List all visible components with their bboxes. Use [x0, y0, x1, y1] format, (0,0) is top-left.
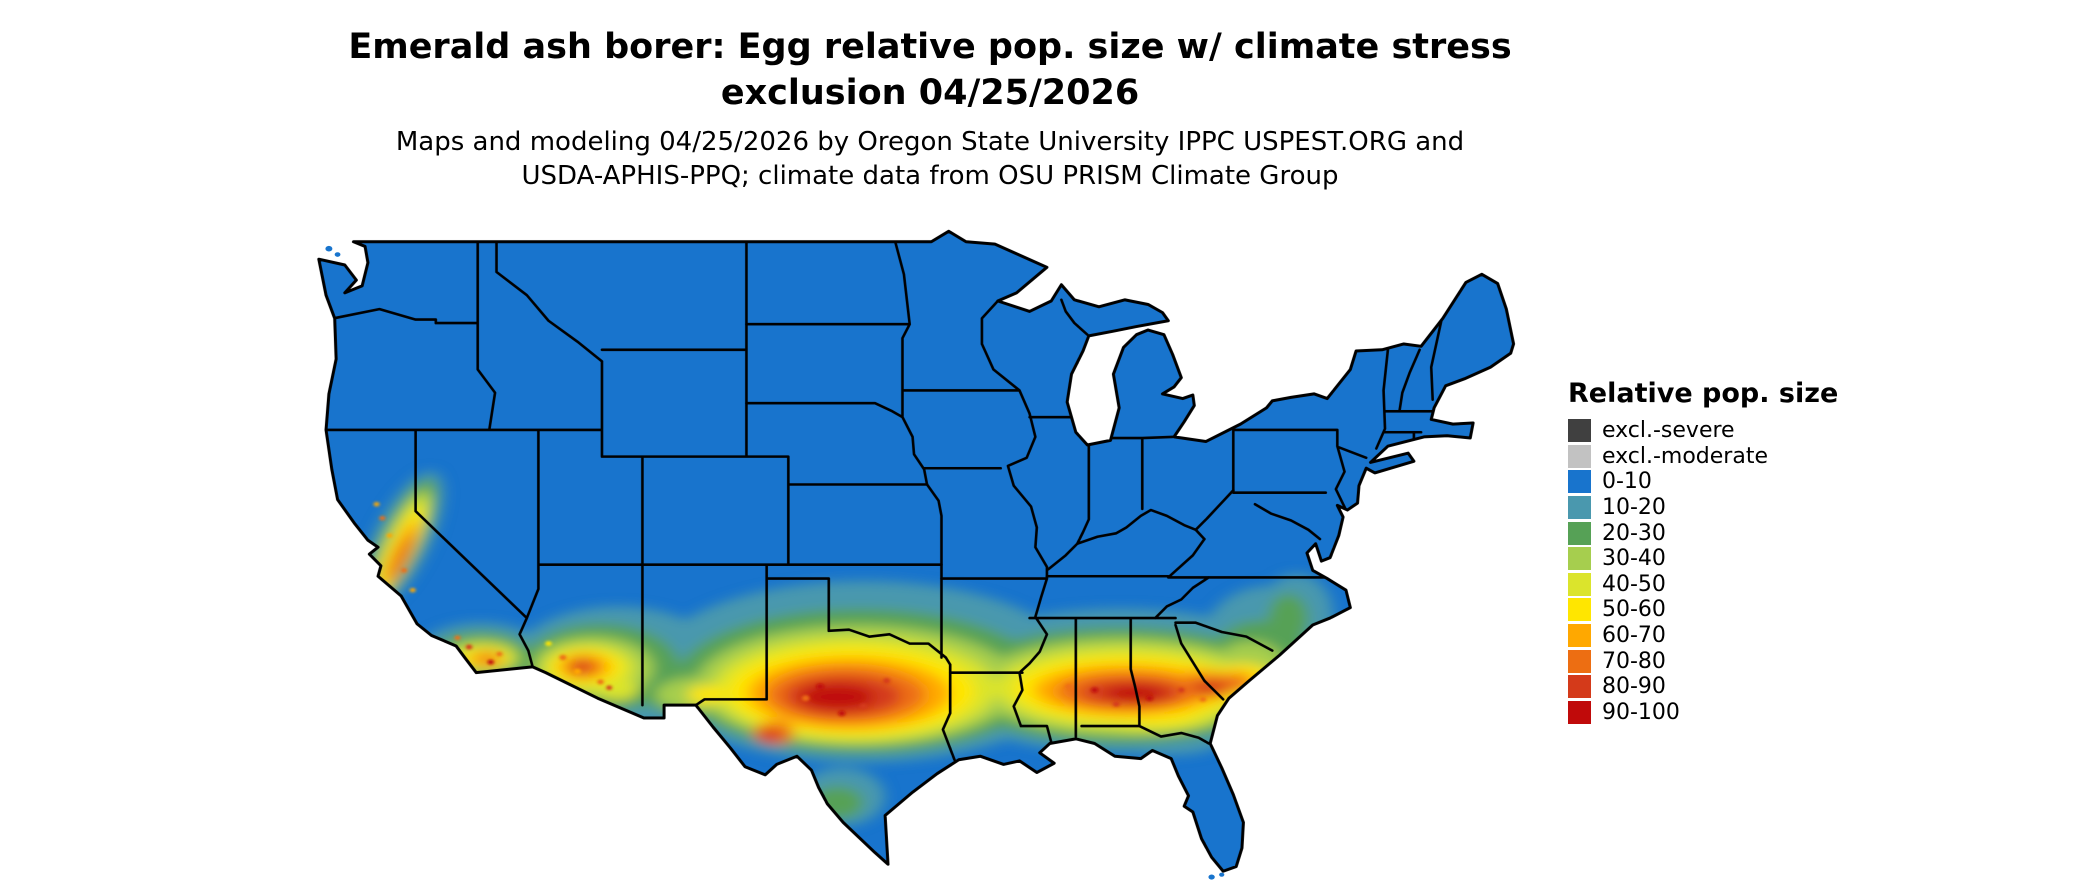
- legend-item: 90-100: [1568, 700, 1838, 726]
- subtitle-line-2: USDA-APHIS-PPQ; climate data from OSU PR…: [521, 160, 1339, 191]
- legend-item-label: 20-30: [1602, 520, 1666, 546]
- color-swatch: [1568, 496, 1591, 520]
- color-swatch: [1568, 624, 1591, 648]
- legend-item: 80-90: [1568, 674, 1838, 700]
- land-base: [318, 231, 1514, 880]
- title-line-1: Emerald ash borer: Egg relative pop. siz…: [348, 27, 1512, 67]
- color-swatch: [1568, 700, 1591, 724]
- color-swatch: [1568, 444, 1591, 468]
- legend-item-label: 40-50: [1602, 571, 1666, 597]
- legend-item-label: 80-90: [1602, 674, 1666, 700]
- legend-title: Relative pop. size: [1568, 378, 1839, 409]
- color-swatch: [1568, 649, 1591, 673]
- color-swatch: [1568, 470, 1591, 494]
- legend-item: 60-70: [1568, 623, 1838, 649]
- figure-title: Emerald ash borer: Egg relative pop. siz…: [0, 24, 1860, 116]
- color-swatch: [1568, 572, 1591, 596]
- legend-item-label: 30-40: [1602, 546, 1666, 572]
- us-choropleth-map: [300, 222, 1528, 884]
- legend-item: 40-50: [1568, 572, 1838, 598]
- legend-item: 50-60: [1568, 597, 1838, 623]
- legend-item: excl.-moderate: [1568, 444, 1838, 470]
- legend-item-label: 0-10: [1602, 469, 1652, 495]
- legend-item: 0-10: [1568, 469, 1838, 495]
- legend-item-label: excl.-moderate: [1602, 443, 1768, 469]
- color-swatch: [1568, 598, 1591, 622]
- color-swatch: [1568, 419, 1591, 443]
- legend-item: 20-30: [1568, 520, 1838, 546]
- legend-item-label: 10-20: [1602, 495, 1666, 521]
- color-swatch: [1568, 521, 1591, 545]
- subtitle-line-1: Maps and modeling 04/25/2026 by Oregon S…: [395, 127, 1465, 157]
- legend: Relative pop. size excl.-severe excl.-mo…: [1568, 378, 1838, 725]
- legend-item-label: excl.-severe: [1602, 418, 1735, 444]
- legend-item: 70-80: [1568, 648, 1838, 674]
- color-swatch: [1568, 547, 1591, 571]
- us-map-svg: [300, 222, 1528, 880]
- legend-item: 30-40: [1568, 546, 1838, 572]
- legend-item: 10-20: [1568, 495, 1838, 521]
- title-line-2: exclusion 04/25/2026: [720, 73, 1140, 114]
- legend-item-label: 90-100: [1602, 699, 1680, 725]
- figure-subtitle: Maps and modeling 04/25/2026 by Oregon S…: [0, 126, 1860, 194]
- legend-item-label: 60-70: [1602, 623, 1666, 649]
- legend-item: excl.-severe: [1568, 418, 1838, 444]
- legend-item-label: 70-80: [1602, 648, 1666, 674]
- us-outline: [319, 231, 1514, 871]
- color-swatch: [1568, 675, 1591, 699]
- legend-item-label: 50-60: [1602, 597, 1666, 623]
